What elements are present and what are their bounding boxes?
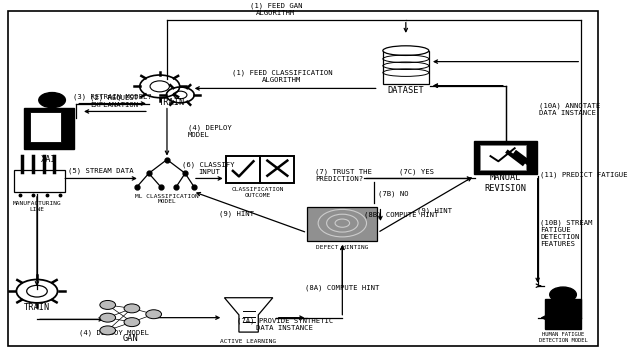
FancyBboxPatch shape	[24, 108, 74, 149]
Circle shape	[550, 287, 577, 302]
Text: (4) DEPLOY
MODEL: (4) DEPLOY MODEL	[188, 124, 232, 138]
FancyBboxPatch shape	[29, 112, 61, 142]
Text: (7) TRUST THE
PREDICTION?: (7) TRUST THE PREDICTION?	[315, 169, 372, 183]
Text: MANUAL
REVISION: MANUAL REVISION	[484, 173, 527, 193]
FancyBboxPatch shape	[480, 145, 525, 170]
Text: (9) HINT: (9) HINT	[417, 207, 452, 213]
Text: (5) STREAM DATA: (5) STREAM DATA	[68, 167, 133, 174]
Circle shape	[100, 313, 116, 322]
Text: (7A) PROVIDE SYNTHETIC
DATA INSTANCE: (7A) PROVIDE SYNTHETIC DATA INSTANCE	[237, 318, 333, 331]
FancyBboxPatch shape	[14, 170, 65, 192]
Text: (8B) COMPUTE HINT: (8B) COMPUTE HINT	[364, 212, 438, 218]
Circle shape	[100, 326, 116, 335]
Text: ACTIVE LEARNING: ACTIVE LEARNING	[221, 338, 276, 344]
Text: TRAIN: TRAIN	[159, 98, 185, 107]
Text: DEFECT HINTING: DEFECT HINTING	[316, 245, 369, 250]
FancyBboxPatch shape	[545, 299, 581, 329]
Text: (4) DEPLOY MODEL: (4) DEPLOY MODEL	[79, 329, 149, 336]
Text: TRAIN: TRAIN	[24, 303, 50, 312]
Circle shape	[146, 310, 161, 319]
FancyBboxPatch shape	[383, 51, 429, 84]
FancyBboxPatch shape	[474, 141, 537, 174]
Text: MANUFACTURING
LINE: MANUFACTURING LINE	[13, 201, 61, 212]
FancyBboxPatch shape	[226, 157, 260, 183]
Text: ML CLASSIFICATION
MODEL: ML CLASSIFICATION MODEL	[135, 194, 199, 205]
Text: (10A) ANNOTATE
DATA INSTANCE: (10A) ANNOTATE DATA INSTANCE	[539, 103, 600, 117]
Text: (11) PREDICT FATIGUE: (11) PREDICT FATIGUE	[540, 172, 628, 178]
Text: (1) FEED CLASSIFICATION
ALGORITHM: (1) FEED CLASSIFICATION ALGORITHM	[232, 69, 332, 83]
Text: DATASET: DATASET	[387, 86, 424, 95]
Text: (6) CLASSIFY
INPUT: (6) CLASSIFY INPUT	[182, 161, 235, 175]
Circle shape	[39, 93, 65, 108]
Text: (9) HINT: (9) HINT	[219, 211, 254, 217]
Text: (7B) NO: (7B) NO	[378, 190, 408, 197]
Text: XAI: XAI	[41, 155, 57, 164]
Circle shape	[124, 318, 140, 326]
Text: (1) FEED GAN
ALGORITHM: (1) FEED GAN ALGORITHM	[250, 3, 302, 16]
Ellipse shape	[383, 46, 429, 55]
Text: (3) RETRAIN MODEL?: (3) RETRAIN MODEL?	[73, 94, 152, 100]
Circle shape	[124, 304, 140, 313]
Text: CLASSIFICATION
OUTCOME: CLASSIFICATION OUTCOME	[232, 187, 284, 198]
Text: (7C) YES: (7C) YES	[399, 168, 434, 175]
Circle shape	[100, 300, 116, 310]
Polygon shape	[225, 298, 273, 332]
Text: (10B) STREAM
FATIGUE
DETECTION
FEATURES: (10B) STREAM FATIGUE DETECTION FEATURES	[540, 220, 593, 247]
FancyBboxPatch shape	[307, 207, 378, 241]
Text: (8A) COMPUTE HINT: (8A) COMPUTE HINT	[305, 284, 380, 291]
Text: (2) REQUEST
EXPLANATION: (2) REQUEST EXPLANATION	[90, 94, 138, 108]
FancyBboxPatch shape	[260, 157, 294, 183]
Text: HUMAN FATIGUE
DETECTION MODEL: HUMAN FATIGUE DETECTION MODEL	[539, 332, 588, 343]
Text: GAN: GAN	[123, 334, 139, 343]
